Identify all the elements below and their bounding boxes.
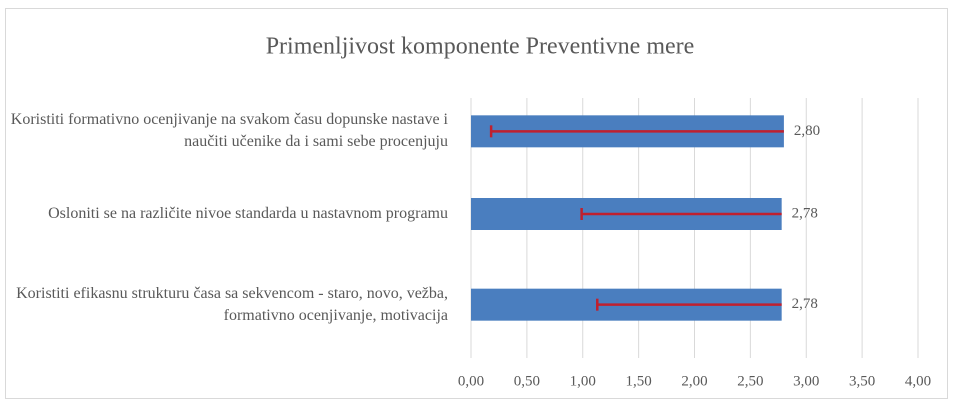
x-tick-label: 1,50 bbox=[626, 373, 652, 389]
category-label: Koristiti formativno ocenjivanje na svak… bbox=[10, 111, 448, 151]
error-bar bbox=[580, 208, 782, 220]
x-tick-label: 3,50 bbox=[849, 373, 875, 389]
x-tick-label: 4,00 bbox=[905, 373, 931, 389]
x-tick-label: 2,50 bbox=[737, 373, 763, 389]
error-bar bbox=[489, 125, 784, 138]
category-label: Koristiti efikasnu strukturu časa sa sek… bbox=[16, 284, 448, 324]
x-tick-label: 0,50 bbox=[514, 373, 540, 389]
chart-title: Primenljivost komponente Preventivne mer… bbox=[266, 34, 695, 60]
x-tick-label: 0,00 bbox=[458, 373, 484, 389]
x-tick-label: 3,00 bbox=[793, 373, 819, 389]
error-bar bbox=[596, 298, 782, 311]
value-label: 2,78 bbox=[792, 296, 818, 312]
value-label: 2,80 bbox=[794, 123, 820, 139]
category-label: Osloniti se na različite nivoe standarda… bbox=[48, 205, 448, 222]
value-label: 2,78 bbox=[792, 205, 818, 221]
x-tick-label: 1,00 bbox=[570, 373, 596, 389]
x-tick-label: 2,00 bbox=[681, 373, 707, 389]
